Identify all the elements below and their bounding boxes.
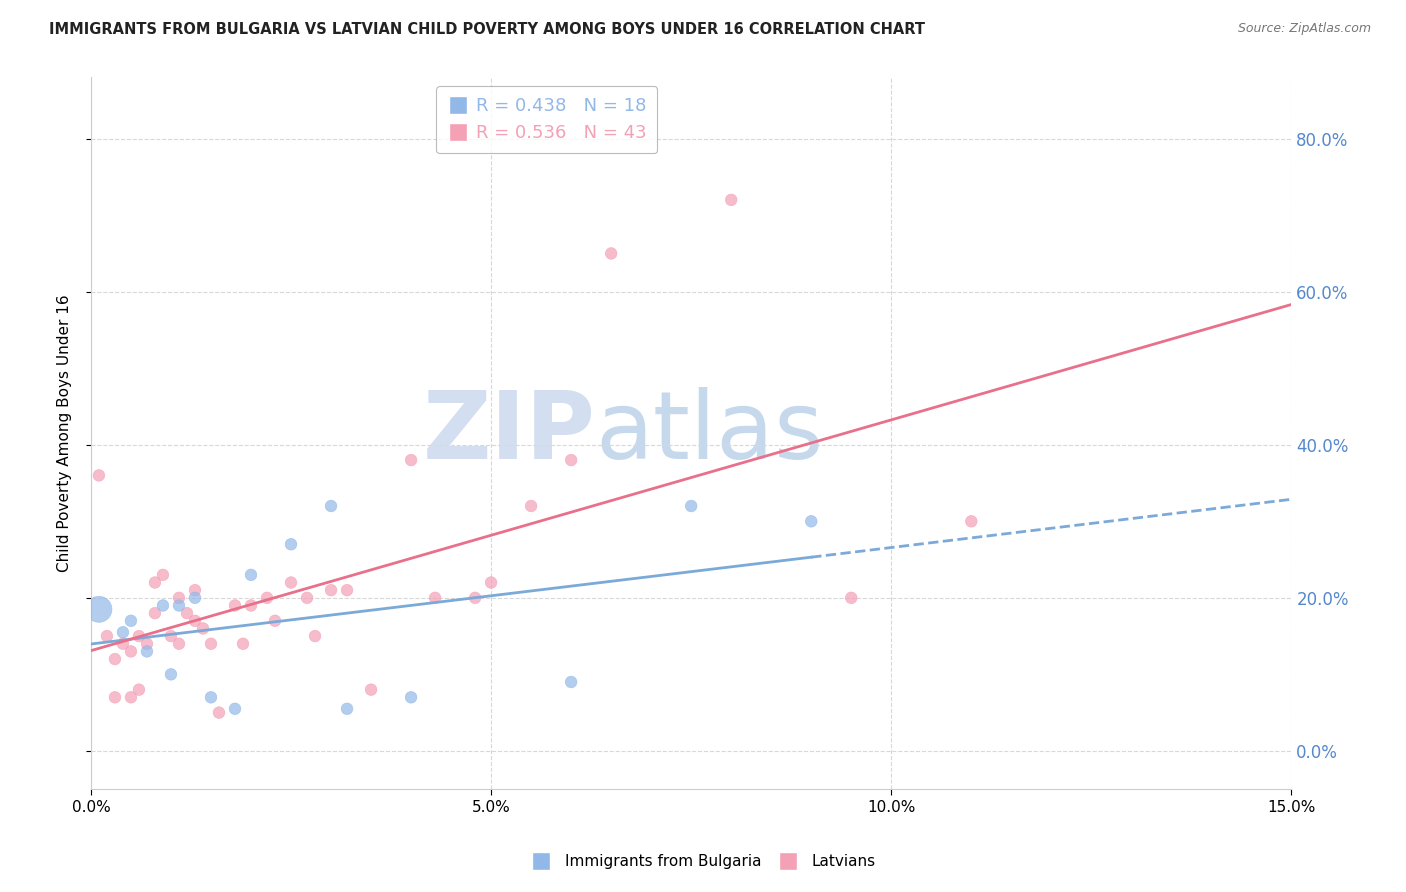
Legend: R = 0.438   N = 18, R = 0.536   N = 43: R = 0.438 N = 18, R = 0.536 N = 43 bbox=[436, 87, 657, 153]
Point bbox=[464, 591, 486, 605]
Point bbox=[184, 591, 207, 605]
Point bbox=[681, 499, 703, 513]
Point bbox=[479, 575, 502, 590]
Point bbox=[423, 591, 446, 605]
Point bbox=[224, 702, 246, 716]
Point bbox=[360, 682, 382, 697]
Point bbox=[336, 702, 359, 716]
Point bbox=[560, 675, 582, 690]
Point bbox=[96, 629, 118, 643]
Point bbox=[87, 468, 110, 483]
Point bbox=[200, 637, 222, 651]
Point bbox=[600, 246, 623, 260]
Point bbox=[128, 629, 150, 643]
Point bbox=[960, 514, 983, 528]
Point bbox=[264, 614, 287, 628]
Point bbox=[136, 637, 159, 651]
Point bbox=[136, 644, 159, 658]
Point bbox=[399, 453, 422, 467]
Point bbox=[160, 629, 183, 643]
Point bbox=[280, 537, 302, 551]
Point bbox=[319, 583, 342, 598]
Point bbox=[120, 614, 142, 628]
Point bbox=[87, 602, 110, 616]
Point bbox=[240, 567, 263, 582]
Text: atlas: atlas bbox=[595, 387, 824, 479]
Point bbox=[208, 706, 231, 720]
Point bbox=[800, 514, 823, 528]
Point bbox=[520, 499, 543, 513]
Point bbox=[224, 599, 246, 613]
Point bbox=[152, 599, 174, 613]
Point bbox=[184, 614, 207, 628]
Point bbox=[104, 652, 127, 666]
Point bbox=[839, 591, 862, 605]
Point bbox=[160, 667, 183, 681]
Point bbox=[143, 606, 166, 620]
Point bbox=[167, 637, 190, 651]
Point bbox=[280, 575, 302, 590]
Point bbox=[184, 583, 207, 598]
Point bbox=[304, 629, 326, 643]
Text: Source: ZipAtlas.com: Source: ZipAtlas.com bbox=[1237, 22, 1371, 36]
Text: IMMIGRANTS FROM BULGARIA VS LATVIAN CHILD POVERTY AMONG BOYS UNDER 16 CORRELATIO: IMMIGRANTS FROM BULGARIA VS LATVIAN CHIL… bbox=[49, 22, 925, 37]
Point bbox=[319, 499, 342, 513]
Point bbox=[176, 606, 198, 620]
Point bbox=[167, 599, 190, 613]
Point bbox=[104, 690, 127, 705]
Point bbox=[143, 575, 166, 590]
Point bbox=[399, 690, 422, 705]
Point bbox=[720, 193, 742, 207]
Y-axis label: Child Poverty Among Boys Under 16: Child Poverty Among Boys Under 16 bbox=[58, 294, 72, 572]
Point bbox=[120, 644, 142, 658]
Point bbox=[128, 682, 150, 697]
Point bbox=[191, 622, 214, 636]
Point bbox=[336, 583, 359, 598]
Point bbox=[240, 599, 263, 613]
Point bbox=[152, 567, 174, 582]
Point bbox=[120, 690, 142, 705]
Point bbox=[111, 637, 134, 651]
Point bbox=[167, 591, 190, 605]
Point bbox=[560, 453, 582, 467]
Point bbox=[295, 591, 318, 605]
Point bbox=[111, 625, 134, 640]
Point bbox=[232, 637, 254, 651]
Text: ZIP: ZIP bbox=[422, 387, 595, 479]
Point bbox=[256, 591, 278, 605]
Legend: Immigrants from Bulgaria, Latvians: Immigrants from Bulgaria, Latvians bbox=[524, 848, 882, 875]
Point bbox=[200, 690, 222, 705]
